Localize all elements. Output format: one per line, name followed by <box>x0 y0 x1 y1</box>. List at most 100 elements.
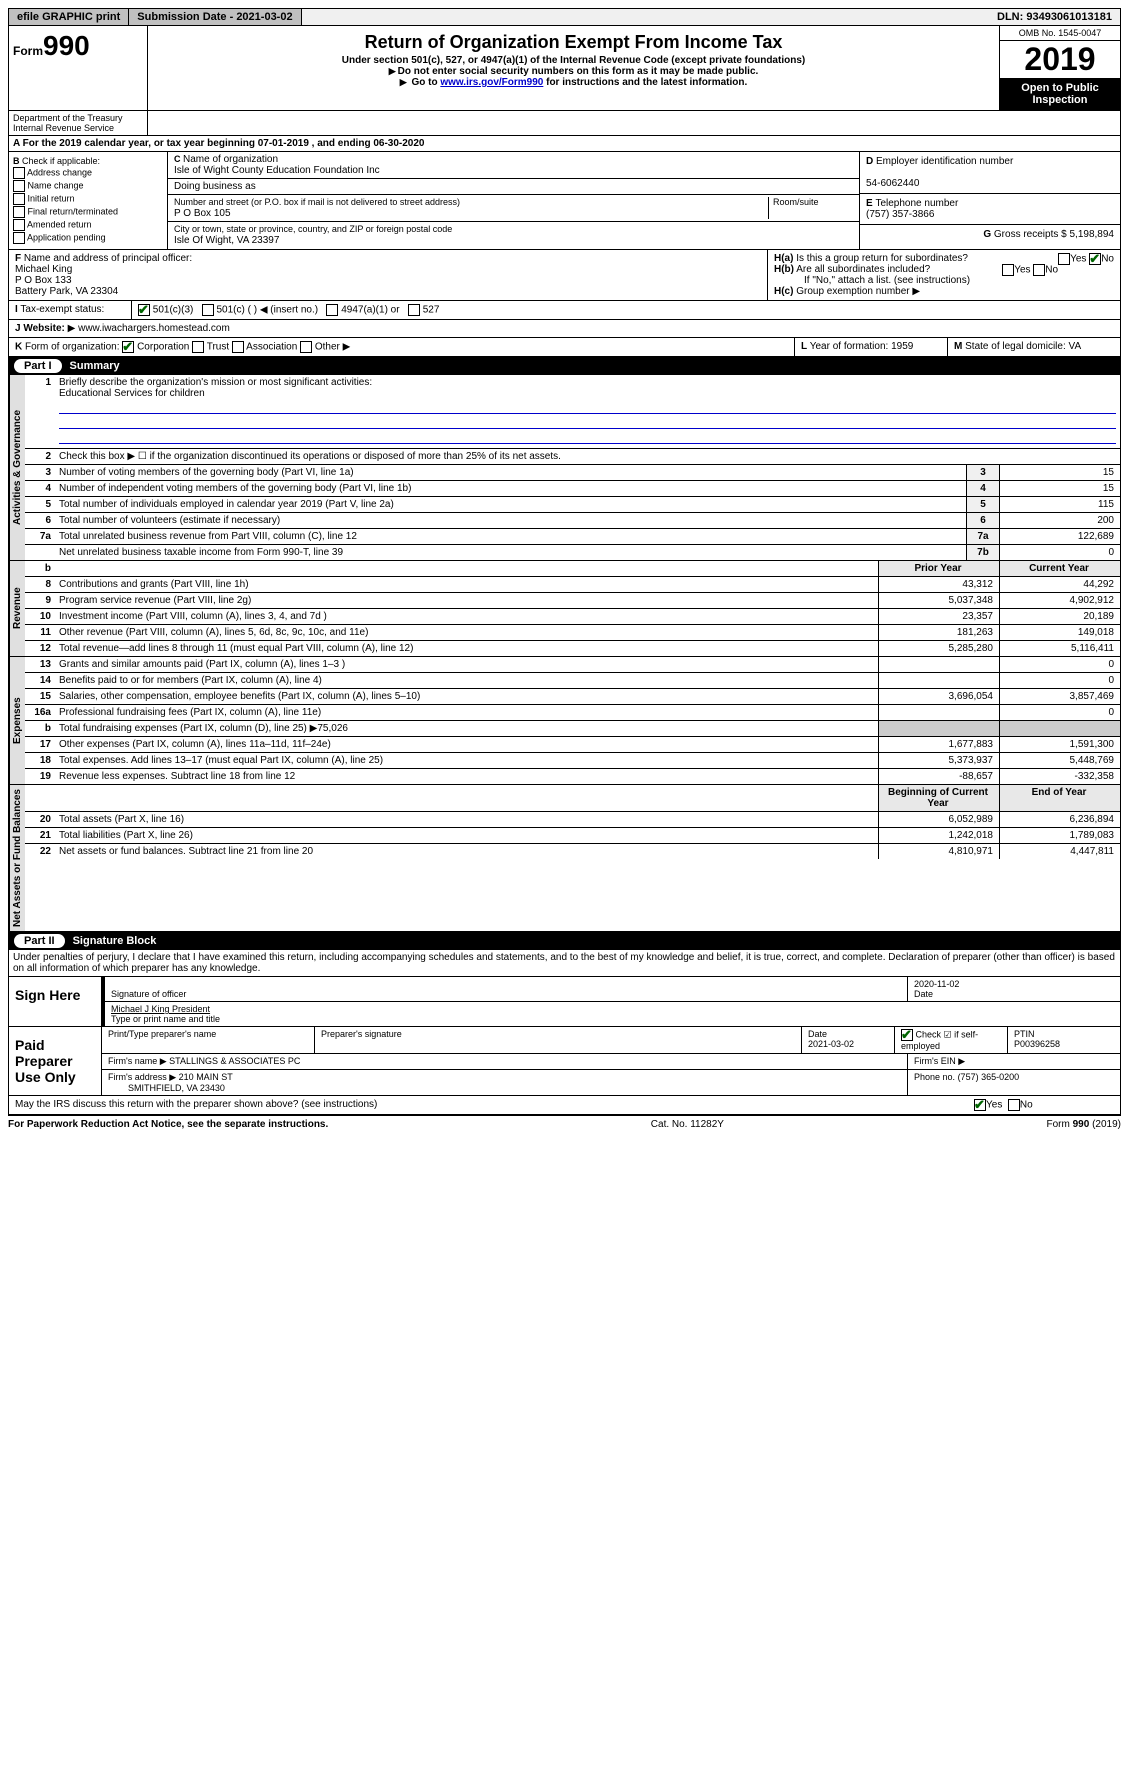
firm-addr-label: Firm's address <box>108 1072 167 1082</box>
box-b: B Check if applicable: Address change Na… <box>9 152 168 249</box>
dln: DLN: 93493061013181 <box>989 9 1120 25</box>
chk-4947[interactable] <box>326 304 338 316</box>
box-b-label: Check if applicable: <box>22 156 100 166</box>
tax-status-label: Tax-exempt status: <box>20 304 104 315</box>
sign-here-section: Sign Here Signature of officer 2020-11-0… <box>8 977 1121 1027</box>
current-year-head: Current Year <box>1000 561 1121 577</box>
ptin-label: PTIN <box>1014 1029 1035 1039</box>
line-a-text: For the 2019 calendar year, or tax year … <box>23 138 425 149</box>
expenses-section: Expenses 13Grants and similar amounts pa… <box>8 657 1121 785</box>
ein-value: 54-6062440 <box>866 178 919 189</box>
ha-yes[interactable] <box>1058 253 1070 265</box>
chk-initial-return[interactable]: Initial return <box>13 193 163 205</box>
gross-label: Gross receipts $ <box>994 229 1067 240</box>
table-row: 8Contributions and grants (Part VIII, li… <box>25 577 1120 593</box>
chk-527[interactable] <box>408 304 420 316</box>
discuss-row: May the IRS discuss this return with the… <box>8 1096 1121 1115</box>
chk-501c[interactable] <box>202 304 214 316</box>
table-row: 10Investment income (Part VIII, column (… <box>25 609 1120 625</box>
paid-preparer-section: Paid Preparer Use Only Print/Type prepar… <box>8 1027 1121 1096</box>
website-value: www.iwachargers.homestead.com <box>78 323 230 334</box>
irs-link[interactable]: www.irs.gov/Form990 <box>440 77 543 88</box>
chk-application-pending[interactable]: Application pending <box>13 232 163 244</box>
form-org-label: Form of organization: <box>25 342 120 353</box>
chk-trust[interactable] <box>192 341 204 353</box>
table-row: 9Program service revenue (Part VIII, lin… <box>25 593 1120 609</box>
chk-self-employed[interactable] <box>901 1029 913 1041</box>
chk-address-change[interactable]: Address change <box>13 167 163 179</box>
side-net-assets: Net Assets or Fund Balances <box>9 785 25 931</box>
table-row: Net unrelated business taxable income fr… <box>25 545 1120 561</box>
table-row: 5Total number of individuals employed in… <box>25 497 1120 513</box>
year-formation-label: Year of formation: <box>810 341 889 352</box>
form-number-cell: Form990 <box>9 26 148 110</box>
domicile-label: State of legal domicile: <box>965 341 1066 352</box>
table-row: bTotal fundraising expenses (Part IX, co… <box>25 721 1120 737</box>
attach-list-note: If "No," attach a list. (see instruction… <box>774 275 1114 286</box>
firm-phone-label: Phone no. <box>914 1072 955 1082</box>
sig-officer-label: Signature of officer <box>111 989 186 999</box>
form-header: Form990 Return of Organization Exempt Fr… <box>8 26 1121 111</box>
ssn-note: Do not enter social security numbers on … <box>152 66 995 77</box>
chk-amended-return[interactable]: Amended return <box>13 219 163 231</box>
city-label: City or town, state or province, country… <box>174 224 452 234</box>
part2-label: Part II <box>14 934 65 948</box>
table-row: 20Total assets (Part X, line 16)6,052,98… <box>25 812 1120 828</box>
prep-sig-label: Preparer's signature <box>315 1027 802 1053</box>
goto-post: for instructions and the latest informat… <box>543 77 747 88</box>
dba-label: Doing business as <box>174 181 256 192</box>
table-row: 3Number of voting members of the governi… <box>25 465 1120 481</box>
top-bar: efile GRAPHIC print Submission Date - 20… <box>8 8 1121 26</box>
name-title-label: Type or print name and title <box>111 1014 220 1024</box>
title-cell: Return of Organization Exempt From Incom… <box>148 26 999 110</box>
net-assets-section: Net Assets or Fund Balances Beginning of… <box>8 785 1121 932</box>
revenue-section: Revenue bPrior YearCurrent Year 8Contrib… <box>8 561 1121 657</box>
firm-name-label: Firm's name <box>108 1056 157 1066</box>
chk-association[interactable] <box>232 341 244 353</box>
subordinates-q: Are all subordinates included? <box>796 264 930 275</box>
submission-date: Submission Date - 2021-03-02 <box>129 9 301 25</box>
discuss-no[interactable] <box>1008 1099 1020 1111</box>
discuss-yes[interactable] <box>974 1099 986 1111</box>
beginning-year-head: Beginning of Current Year <box>879 785 1000 812</box>
chk-other[interactable] <box>300 341 312 353</box>
chk-corporation[interactable] <box>122 341 134 353</box>
side-governance: Activities & Governance <box>9 375 25 560</box>
mission-text: Educational Services for children <box>59 388 205 399</box>
year-cell: OMB No. 1545-0047 2019 Open to Public In… <box>999 26 1120 110</box>
table-row: 6Total number of volunteers (estimate if… <box>25 513 1120 529</box>
table-row: 14Benefits paid to or for members (Part … <box>25 673 1120 689</box>
line2-text: Check this box ▶ ☐ if the organization d… <box>55 449 1120 465</box>
chk-final-return[interactable]: Final return/terminated <box>13 206 163 218</box>
dept-treasury: Department of the Treasury Internal Reve… <box>9 111 148 135</box>
hb-yes[interactable] <box>1002 264 1014 276</box>
prep-date: 2021-03-02 <box>808 1039 854 1049</box>
entity-block: B Check if applicable: Address change Na… <box>8 152 1121 250</box>
firm-city: SMITHFIELD, VA 23430 <box>128 1083 225 1093</box>
efile-print-button[interactable]: efile GRAPHIC print <box>9 9 129 25</box>
prep-name-label: Print/Type preparer's name <box>102 1027 315 1053</box>
org-name-label: Name of organization <box>183 154 278 165</box>
addr-label: Number and street (or P.O. box if mail i… <box>174 197 460 207</box>
gross-value: 5,198,894 <box>1070 229 1115 240</box>
table-row: 18Total expenses. Add lines 13–17 (must … <box>25 753 1120 769</box>
side-revenue: Revenue <box>9 561 25 656</box>
box-c: C Name of organizationIsle of Wight Coun… <box>168 152 859 249</box>
phone-label: Telephone number <box>875 198 958 209</box>
perjury-declaration: Under penalties of perjury, I declare th… <box>8 950 1121 977</box>
org-form-row: K Form of organization: Corporation Trus… <box>8 338 1121 357</box>
chk-name-change[interactable]: Name change <box>13 180 163 192</box>
chk-501c3[interactable] <box>138 304 150 316</box>
table-row: 17Other expenses (Part IX, column (A), l… <box>25 737 1120 753</box>
firm-ein-label: Firm's EIN <box>914 1056 956 1066</box>
form-title: Return of Organization Exempt From Incom… <box>152 32 995 53</box>
officer-name-title: Michael J King President <box>111 1004 210 1014</box>
open-to-public: Open to Public Inspection <box>1000 78 1120 110</box>
goto-note: Go to www.irs.gov/Form990 for instructio… <box>152 77 995 88</box>
hb-no[interactable] <box>1033 264 1045 276</box>
ha-no[interactable] <box>1089 253 1101 265</box>
goto-cell <box>148 111 1120 135</box>
discuss-text: May the IRS discuss this return with the… <box>9 1096 968 1114</box>
firm-name: STALLINGS & ASSOCIATES PC <box>169 1056 300 1066</box>
cat-number: Cat. No. 11282Y <box>651 1119 724 1130</box>
